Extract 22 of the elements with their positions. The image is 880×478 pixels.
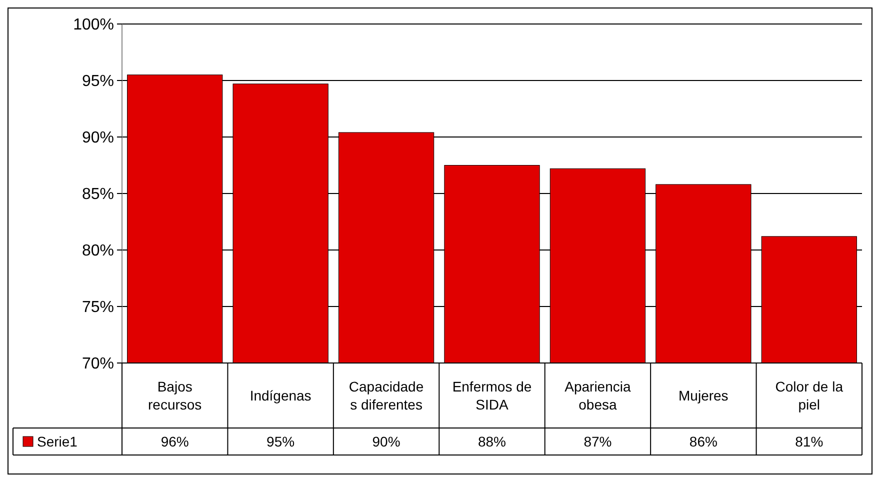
y-tick-label: 80% xyxy=(82,242,114,260)
data-label: 81% xyxy=(795,433,824,450)
y-tick-label: 70% xyxy=(82,356,114,373)
data-label: 87% xyxy=(584,433,612,450)
x-tick-label: Capacidade s diferentes xyxy=(348,378,424,412)
x-tick-label: Indígenas xyxy=(250,387,312,404)
data-label: 96% xyxy=(160,433,189,450)
data-label: 86% xyxy=(689,433,718,450)
x-tick-label: Bajos recursos xyxy=(148,378,202,412)
y-tick-label: 95% xyxy=(82,73,114,90)
x-tick-label: Mujeres xyxy=(678,387,728,404)
data-label: 88% xyxy=(478,433,506,450)
x-tick-label: Color de la piel xyxy=(775,378,844,412)
x-tick-label: Apariencia obesa xyxy=(564,378,631,412)
data-label: 90% xyxy=(372,433,400,450)
y-tick-label: 90% xyxy=(82,130,114,147)
y-tick-label: 75% xyxy=(82,299,114,316)
y-tick-label: 100% xyxy=(73,16,114,34)
y-tick-label: 85% xyxy=(82,186,114,204)
legend-label: Serie1 xyxy=(37,433,78,450)
x-tick-label: Enfermos de SIDA xyxy=(452,378,532,412)
data-label: 95% xyxy=(266,433,295,450)
